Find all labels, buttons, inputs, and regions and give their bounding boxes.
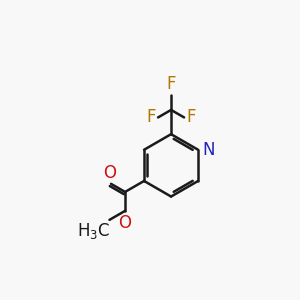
Text: H$_3$C: H$_3$C xyxy=(77,221,111,241)
Text: F: F xyxy=(147,108,156,126)
Text: F: F xyxy=(166,75,176,93)
Text: F: F xyxy=(186,108,195,126)
Text: O: O xyxy=(103,164,116,181)
Text: N: N xyxy=(203,141,215,159)
Text: O: O xyxy=(118,214,132,232)
